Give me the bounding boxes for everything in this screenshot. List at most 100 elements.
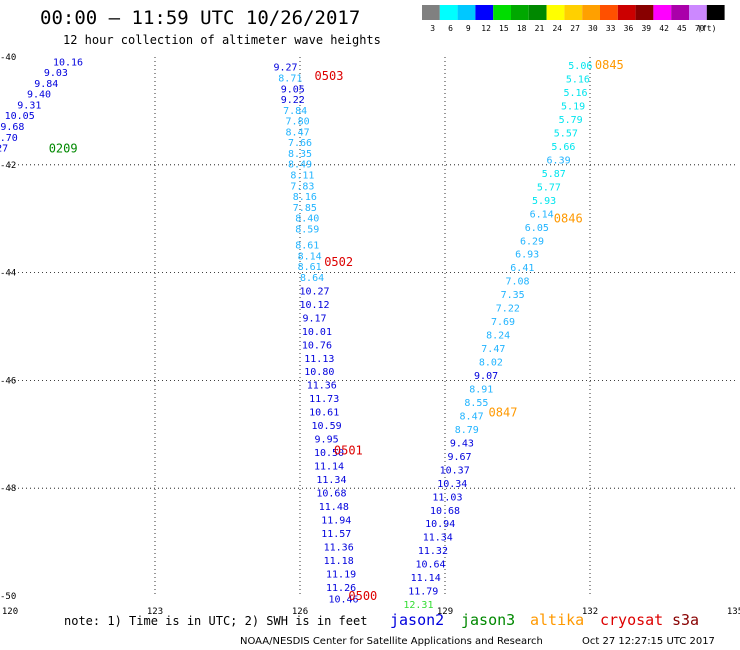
data-point: 11.36 (324, 542, 354, 553)
legend-swatch (689, 5, 707, 20)
data-point: 7.66 (288, 138, 312, 149)
chart-title: 00:00 — 11:59 UTC 10/26/2017 (40, 7, 360, 29)
legend-label: 3 (430, 24, 435, 33)
y-tick-label: -50 (0, 592, 16, 602)
data-point: 9.22 (281, 95, 305, 106)
legend-label: 15 (499, 24, 509, 33)
y-tick-label: -42 (0, 161, 16, 171)
data-point: 9.67 (447, 452, 471, 463)
data-point: 6.29 (520, 236, 544, 247)
legend-swatch (475, 5, 494, 20)
data-point: 10.50 (314, 448, 344, 459)
data-point: 9.40 (27, 90, 51, 101)
legend-label: 6 (448, 24, 453, 33)
pass-time-label: 0503 (315, 69, 344, 83)
data-point: 8.16 (293, 192, 317, 203)
y-tick-label: -40 (0, 53, 16, 63)
x-tick-label: 120 (2, 607, 18, 617)
data-point: 7.35 (501, 290, 525, 301)
time-labels: 0209 0503 0502 0501 0500 0845 0846 0847 (49, 58, 624, 603)
data-point: 11.34 (423, 533, 453, 544)
data-point: 11.32 (418, 546, 448, 557)
satellite-label: altika (530, 611, 584, 629)
data-point: 11.73 (309, 394, 339, 405)
data-point: 5.16 (563, 88, 587, 99)
y-tick-label: -46 (0, 376, 16, 386)
data-point: 11.19 (326, 569, 356, 580)
data-point: 11.57 (321, 529, 351, 540)
legend-swatch (439, 5, 458, 20)
data-point: 10.27 (299, 286, 329, 297)
data-point: 8.40 (295, 214, 319, 225)
legend-swatch (528, 5, 547, 20)
satellite-label: jason3 (461, 611, 515, 629)
data-point: 11.13 (304, 354, 334, 365)
data-point: 11.94 (321, 515, 351, 526)
data-point: 11.36 (307, 381, 337, 392)
satellite-label: cryosat (600, 611, 663, 629)
data-point: 10.59 (312, 421, 342, 432)
legend-swatch (493, 5, 511, 20)
data-point: 7.85 (293, 203, 317, 214)
data-points: 10.169.039.849.409.3110.059.6810.7010.27… (0, 57, 592, 611)
data-point: 8.55 (464, 398, 488, 409)
grid-lines (10, 57, 735, 596)
legend-swatch (617, 5, 636, 20)
data-point: 9.27 (273, 63, 297, 74)
data-point: 8.24 (486, 331, 510, 342)
data-point: 7.83 (290, 181, 314, 192)
data-point: 8.49 (288, 160, 312, 171)
legend-swatch (564, 5, 583, 20)
data-point: 9.17 (302, 313, 326, 324)
data-point: 9.95 (315, 435, 339, 446)
data-point: 9.07 (474, 371, 498, 382)
data-point: 10.68 (430, 506, 460, 517)
legend-label: 70 (695, 24, 705, 33)
data-point: 6.39 (547, 155, 571, 166)
data-point: 8.11 (290, 171, 314, 182)
data-point: 8.61 (298, 262, 322, 273)
data-point: 9.05 (281, 84, 305, 95)
data-point: 10.34 (437, 479, 467, 490)
data-point: 8.71 (278, 73, 302, 84)
data-point: 11.48 (319, 502, 349, 513)
pass-time-label: 0502 (324, 255, 353, 269)
pass-time-label: 0501 (334, 443, 363, 457)
legend-label: 39 (641, 24, 651, 33)
data-point: 7.22 (496, 304, 520, 315)
color-legend: 3 6 9 12 15 18 21 24 27 30 33 36 39 42 45 70(ft) (422, 5, 725, 33)
legend-label: (ft) (697, 24, 716, 33)
data-point: 11.14 (314, 462, 344, 473)
data-point: 8.61 (295, 241, 319, 252)
legend-swatch (706, 5, 725, 20)
x-tick-label: 135 (727, 607, 740, 617)
pass-time-label: 0845 (595, 58, 624, 72)
legend-label: 18 (517, 24, 527, 33)
data-point: 8.91 (469, 384, 493, 395)
data-point: 10.64 (415, 560, 445, 571)
y-tick-label: -48 (0, 484, 16, 494)
data-point: 5.16 (566, 75, 590, 86)
legend-label: 24 (552, 24, 562, 33)
data-point: 10.68 (316, 489, 346, 500)
data-point: 5.19 (561, 102, 585, 113)
satellite-label: jason2 (390, 611, 444, 629)
legend-label: 42 (659, 24, 669, 33)
data-point: 8.64 (300, 273, 324, 284)
legend-label: 21 (535, 24, 545, 33)
data-point: 10.16 (53, 57, 83, 68)
legend-label: 45 (677, 24, 687, 33)
pass-time-label: 0209 (49, 142, 78, 156)
legend-swatch (422, 5, 440, 20)
data-point: 9.43 (450, 438, 474, 449)
data-point: 10.01 (302, 327, 332, 338)
data-point: 6.14 (530, 209, 554, 220)
data-point: 6.05 (525, 223, 549, 234)
legend-label: 9 (466, 24, 471, 33)
satellite-label: s3a (672, 611, 699, 629)
legend-swatch (635, 5, 654, 20)
data-point: 8.35 (288, 149, 312, 160)
satellite-legend: jason2 jason3 altika cryosat s3a (390, 611, 699, 629)
data-point: 5.66 (551, 142, 575, 153)
